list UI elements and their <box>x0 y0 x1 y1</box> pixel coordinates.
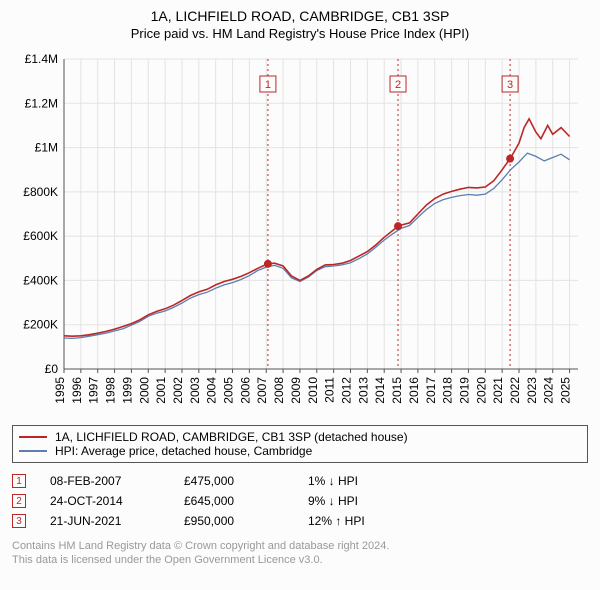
xtick-label: 2016 <box>407 377 421 404</box>
footer-line-1: Contains HM Land Registry data © Crown c… <box>12 539 588 553</box>
xtick-label: 2023 <box>525 377 539 404</box>
xtick-label: 2018 <box>441 377 455 404</box>
xtick-label: 2014 <box>373 377 387 404</box>
ytick-label: £1.4M <box>25 52 58 66</box>
sale-date: 08-FEB-2007 <box>50 474 160 488</box>
xtick-label: 2006 <box>238 377 252 404</box>
xtick-label: 2001 <box>154 377 168 404</box>
xtick-label: 2002 <box>171 377 185 404</box>
sale-marker-num: 1 <box>265 79 271 91</box>
chart-title: 1A, LICHFIELD ROAD, CAMBRIDGE, CB1 3SP <box>12 8 588 24</box>
footer-attribution: Contains HM Land Registry data © Crown c… <box>12 539 588 568</box>
xtick-label: 2024 <box>542 377 556 404</box>
xtick-label: 2025 <box>559 377 573 404</box>
xtick-label: 1995 <box>53 377 67 404</box>
sale-delta: 9% ↓ HPI <box>308 494 408 508</box>
ytick-label: £1M <box>35 141 58 155</box>
ytick-label: £400K <box>23 273 58 287</box>
xtick-label: 2021 <box>491 377 505 404</box>
xtick-label: 1999 <box>120 377 134 404</box>
sale-delta: 12% ↑ HPI <box>308 514 408 528</box>
legend-label: 1A, LICHFIELD ROAD, CAMBRIDGE, CB1 3SP (… <box>55 430 408 444</box>
chart-area: £0£200K£400K£600K£800K£1M£1.2M£1.4M19951… <box>12 49 588 419</box>
xtick-label: 1996 <box>70 377 84 404</box>
sale-dot <box>394 222 402 230</box>
xtick-label: 2011 <box>323 377 337 403</box>
sale-marker-num: 3 <box>507 79 513 91</box>
xtick-label: 2007 <box>255 377 269 404</box>
sale-marker-badge: 1 <box>12 474 26 488</box>
legend-row: 1A, LICHFIELD ROAD, CAMBRIDGE, CB1 3SP (… <box>19 430 581 444</box>
legend-swatch <box>19 436 47 438</box>
xtick-label: 1998 <box>104 377 118 404</box>
xtick-label: 2009 <box>289 377 303 404</box>
sale-date: 21-JUN-2021 <box>50 514 160 528</box>
sale-dot <box>264 260 272 268</box>
sale-marker-badge: 2 <box>12 494 26 508</box>
ytick-label: £800K <box>23 185 58 199</box>
xtick-label: 2005 <box>222 377 236 404</box>
sale-dot <box>506 155 514 163</box>
xtick-label: 2008 <box>272 377 286 404</box>
sale-row: 2 24-OCT-2014 £645,000 9% ↓ HPI <box>12 491 588 511</box>
chart-svg: £0£200K£400K£600K£800K£1M£1.2M£1.4M19951… <box>12 49 588 419</box>
xtick-label: 2017 <box>424 377 438 404</box>
xtick-label: 2015 <box>390 377 404 404</box>
legend-swatch <box>19 450 47 452</box>
ytick-label: £200K <box>23 318 58 332</box>
sale-price: £950,000 <box>184 514 284 528</box>
xtick-label: 2000 <box>137 377 151 404</box>
xtick-label: 2003 <box>188 377 202 404</box>
sale-row: 1 08-FEB-2007 £475,000 1% ↓ HPI <box>12 471 588 491</box>
xtick-label: 2019 <box>457 377 471 404</box>
legend-box: 1A, LICHFIELD ROAD, CAMBRIDGE, CB1 3SP (… <box>12 425 588 463</box>
sale-price: £645,000 <box>184 494 284 508</box>
sales-table: 1 08-FEB-2007 £475,000 1% ↓ HPI 2 24-OCT-2014… <box>12 471 588 531</box>
sale-marker-badge: 3 <box>12 514 26 528</box>
xtick-label: 1997 <box>87 377 101 404</box>
legend-label: HPI: Average price, detached house, Camb… <box>55 444 312 458</box>
ytick-label: £600K <box>23 229 58 243</box>
chart-subtitle: Price paid vs. HM Land Registry's House … <box>12 26 588 41</box>
xtick-label: 2020 <box>474 377 488 404</box>
xtick-label: 2004 <box>205 377 219 404</box>
xtick-label: 2012 <box>339 377 353 404</box>
legend-row: HPI: Average price, detached house, Camb… <box>19 444 581 458</box>
xtick-label: 2013 <box>356 377 370 404</box>
sale-row: 3 21-JUN-2021 £950,000 12% ↑ HPI <box>12 511 588 531</box>
ytick-label: £1.2M <box>25 96 58 110</box>
xtick-label: 2022 <box>508 377 522 404</box>
ytick-label: £0 <box>45 362 59 376</box>
sale-marker-num: 2 <box>395 79 401 91</box>
sale-delta: 1% ↓ HPI <box>308 474 408 488</box>
sale-date: 24-OCT-2014 <box>50 494 160 508</box>
xtick-label: 2010 <box>306 377 320 404</box>
footer-line-2: This data is licensed under the Open Gov… <box>12 553 588 567</box>
sale-price: £475,000 <box>184 474 284 488</box>
